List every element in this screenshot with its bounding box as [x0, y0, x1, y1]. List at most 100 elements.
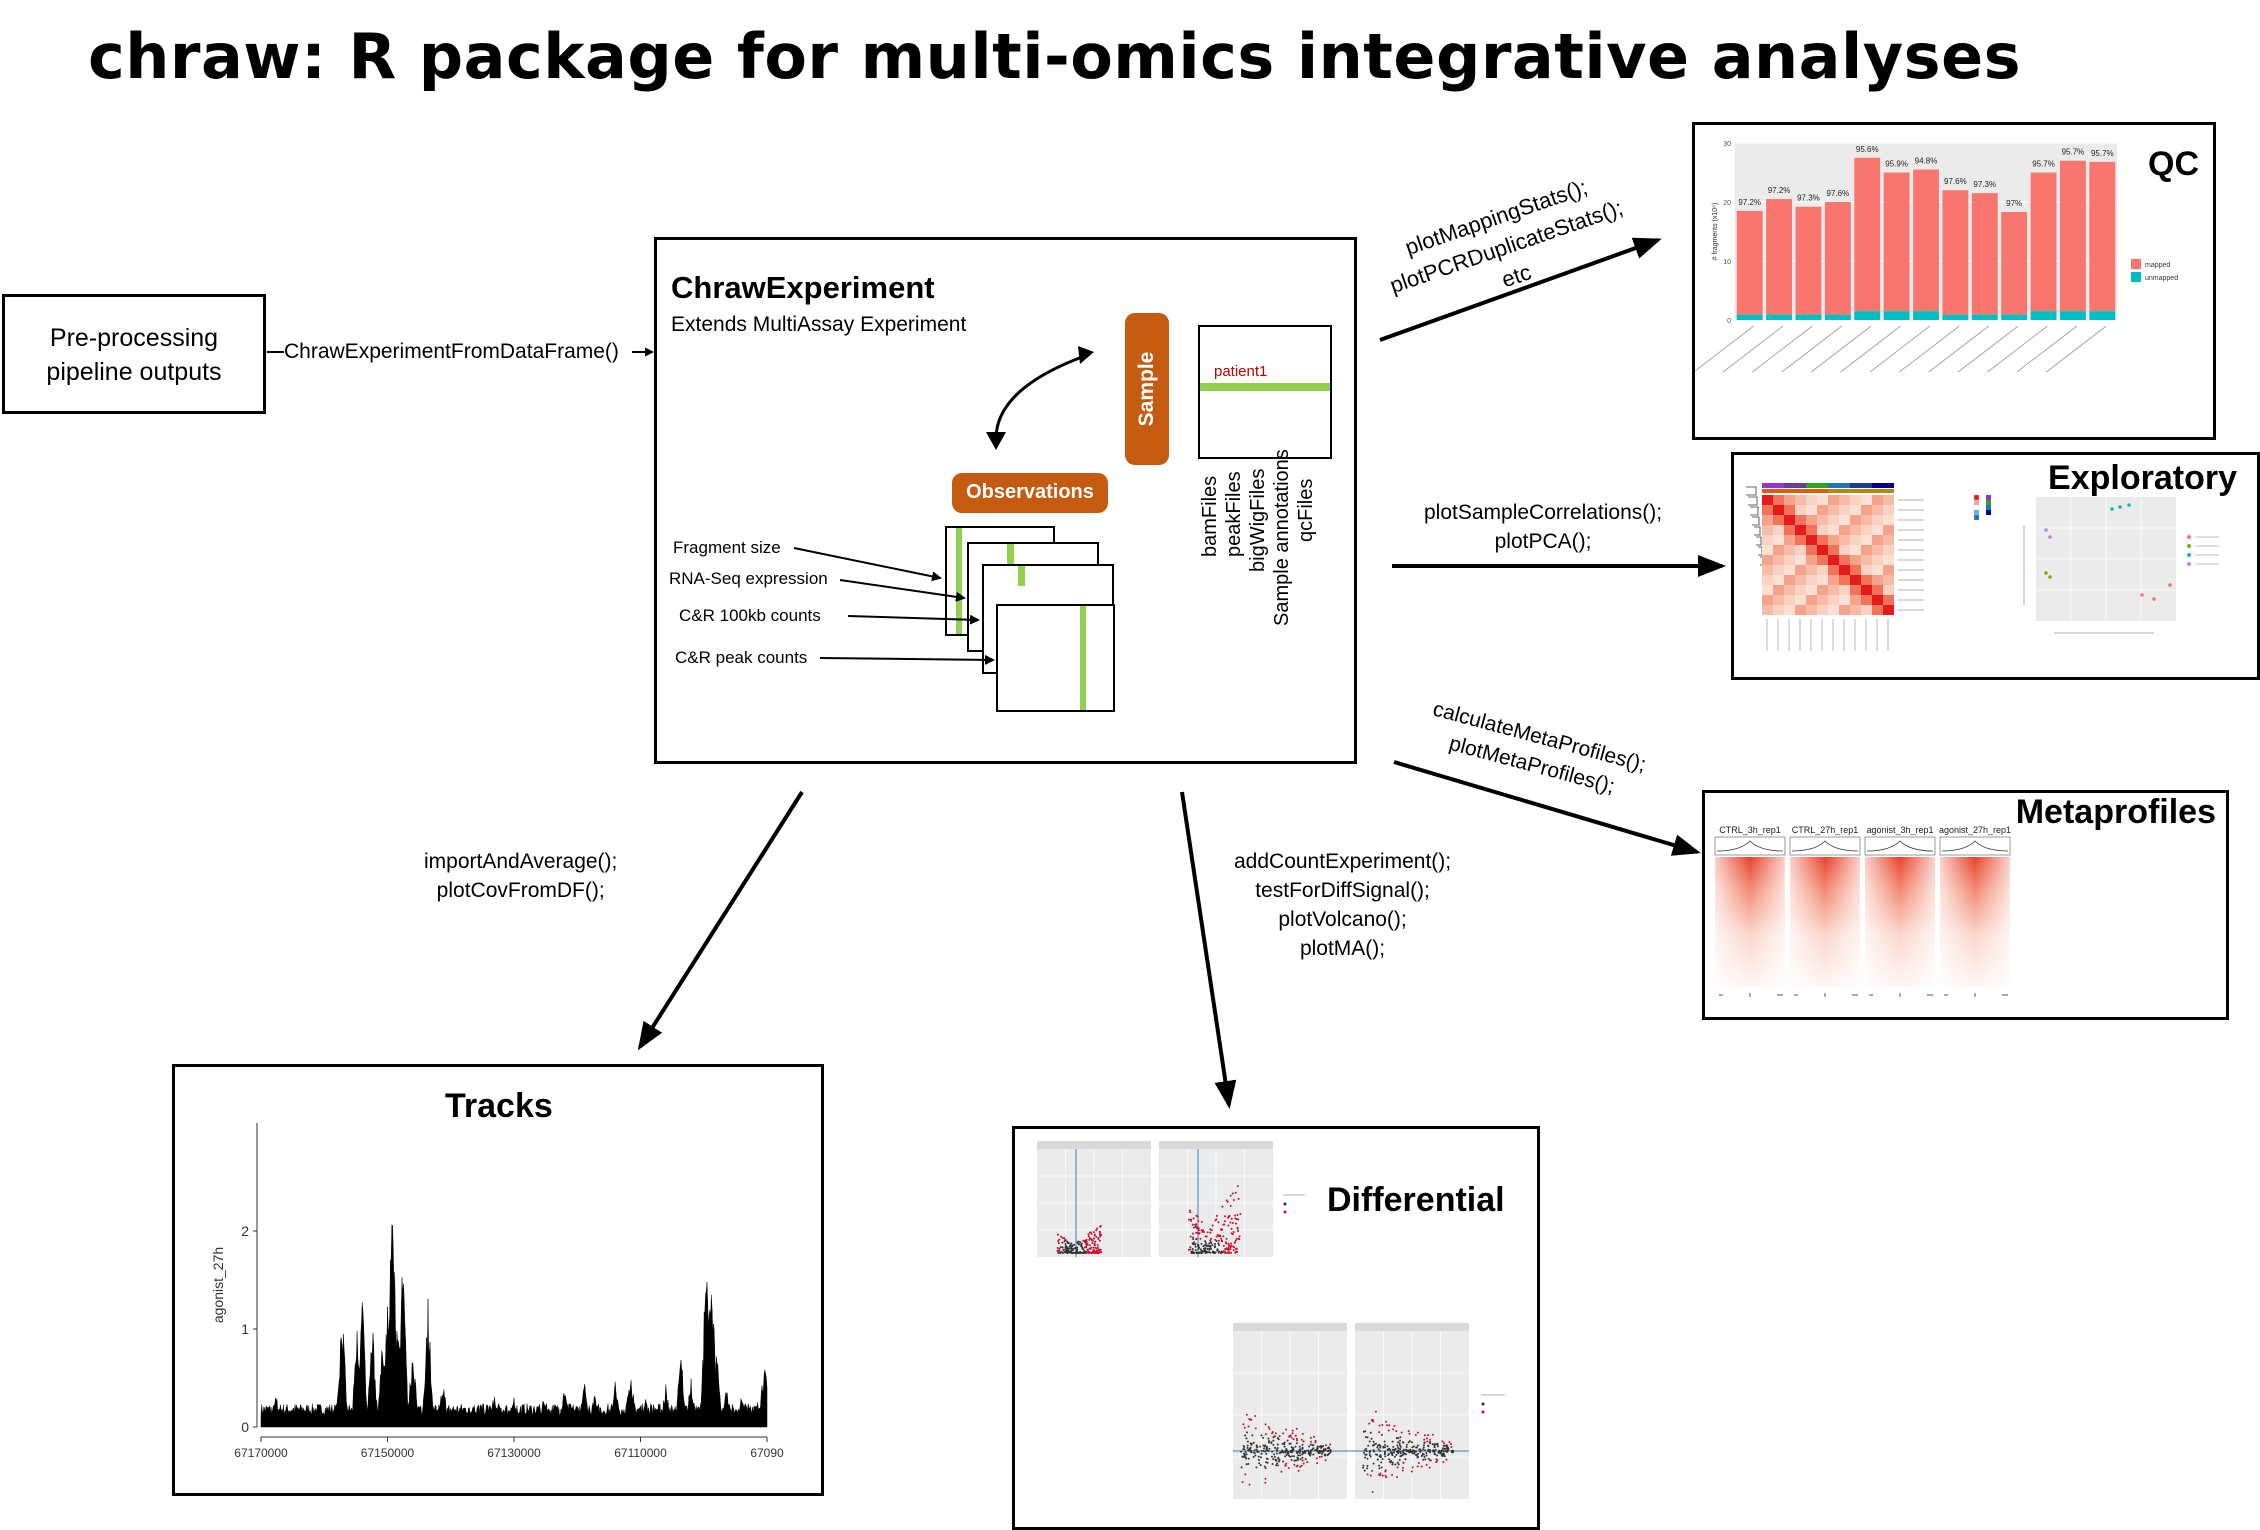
volcano-point	[1225, 1199, 1228, 1202]
volcano-point	[1192, 1217, 1195, 1220]
heatmap-cell	[1850, 585, 1861, 595]
volcano-point	[1192, 1238, 1195, 1241]
ma-point	[1384, 1455, 1387, 1458]
volcano-point	[1206, 1231, 1209, 1234]
ma-point	[1415, 1454, 1418, 1457]
ma-point	[1402, 1466, 1405, 1469]
volcano-point	[1191, 1223, 1194, 1226]
ma-point	[1395, 1453, 1398, 1456]
pca-point	[2152, 597, 2156, 601]
volcano-point	[1191, 1248, 1194, 1251]
ma-point	[1273, 1455, 1276, 1458]
ma-point	[1262, 1436, 1265, 1439]
qc-xtick-label	[1899, 325, 1960, 373]
ma-point	[1397, 1452, 1400, 1455]
ma-point	[1442, 1453, 1445, 1456]
ma-point	[1253, 1449, 1256, 1452]
heatmap-cell	[1773, 575, 1784, 585]
volcano-point	[1238, 1238, 1241, 1241]
heatmap-cell	[1773, 515, 1784, 525]
volcano-point	[1079, 1241, 1082, 1244]
volcano-point	[1220, 1229, 1223, 1232]
volcano-point	[1096, 1250, 1099, 1253]
ma-point	[1395, 1436, 1398, 1439]
ma-point	[1426, 1437, 1429, 1440]
qc-xtick-label	[1722, 325, 1784, 373]
ma-point	[1315, 1457, 1318, 1460]
ma-point	[1412, 1445, 1415, 1448]
qc-xtick-label	[1840, 325, 1901, 373]
volcano-point	[1080, 1244, 1083, 1247]
heatmap-cell	[1817, 585, 1828, 595]
ma-point	[1262, 1447, 1265, 1450]
ma-point	[1378, 1444, 1381, 1447]
heatmap-cell	[1839, 565, 1850, 575]
ma-point	[1423, 1441, 1426, 1444]
heatmap-annotation-cell	[1817, 483, 1828, 488]
volcano-point	[1215, 1240, 1218, 1243]
volcano-point	[1196, 1232, 1199, 1235]
tracks-xtick-label: 67150000	[361, 1446, 415, 1460]
ma-point	[1444, 1447, 1447, 1450]
volcano-point	[1056, 1246, 1059, 1249]
heatmap-cell	[1828, 575, 1839, 585]
volcano-point	[1229, 1194, 1232, 1197]
heatmap-annotation-cell	[1784, 489, 1795, 493]
volcano-point	[1202, 1247, 1205, 1250]
heatmap-cell	[1839, 525, 1850, 535]
heatmap-cell	[1839, 515, 1850, 525]
ma-point	[1383, 1450, 1386, 1453]
ma-point	[1393, 1455, 1396, 1458]
heatmap-annotation-cell	[1883, 489, 1894, 493]
volcano-point	[1067, 1249, 1070, 1252]
tracks-xtick-label: 67110000	[614, 1446, 667, 1460]
ma-point	[1323, 1449, 1326, 1452]
heatmap-cell	[1773, 595, 1784, 605]
ma-point	[1392, 1451, 1395, 1454]
ma-point	[1416, 1456, 1419, 1459]
ma-point	[1408, 1440, 1411, 1443]
ma-point	[1328, 1452, 1331, 1455]
ma-point	[1397, 1447, 1400, 1450]
volcano-point	[1070, 1250, 1073, 1253]
volcano-point	[1071, 1248, 1074, 1251]
ma-point	[1386, 1424, 1389, 1427]
volcano-point	[1236, 1213, 1239, 1216]
heatmap-annotation-cell	[1883, 483, 1894, 488]
ma-point	[1284, 1455, 1287, 1458]
volcano-point	[1237, 1197, 1240, 1200]
volcano-point	[1070, 1242, 1073, 1245]
heatmap-annotation-cell	[1795, 483, 1806, 488]
ma-point	[1437, 1451, 1440, 1454]
ma-point	[1422, 1458, 1425, 1461]
ma-point	[1293, 1459, 1296, 1462]
pca-legend-point	[2187, 544, 2191, 548]
pca-point	[2140, 593, 2144, 597]
heatmap-cell	[1872, 505, 1883, 515]
volcano-point	[1191, 1232, 1194, 1235]
volcano-point	[1228, 1214, 1231, 1217]
patient-label: patient1	[1214, 363, 1268, 380]
volcano-point	[1229, 1246, 1232, 1249]
ma-point	[1374, 1442, 1377, 1445]
pca-point	[2044, 571, 2048, 575]
heatmap-cell	[1883, 555, 1894, 565]
ma-point	[1425, 1463, 1428, 1466]
ma-point	[1364, 1456, 1367, 1459]
ma-point	[1301, 1451, 1304, 1454]
heatmap-cell	[1872, 555, 1883, 565]
volcano-point	[1061, 1241, 1064, 1244]
heatmap-cell	[1850, 545, 1861, 555]
heatmap-cell	[1784, 595, 1795, 605]
volcano-panel-1-strip	[1037, 1141, 1151, 1149]
volcano-point	[1215, 1218, 1218, 1221]
ma-point	[1282, 1451, 1285, 1454]
ma-point	[1290, 1446, 1293, 1449]
ma-point	[1364, 1436, 1367, 1439]
ma-point	[1379, 1446, 1382, 1449]
heatmap-cell	[1883, 605, 1894, 615]
heatmap-cell	[1883, 495, 1894, 505]
ma-point	[1298, 1452, 1301, 1455]
qc-xtick-label	[1987, 325, 2048, 373]
ma-point	[1276, 1437, 1279, 1440]
